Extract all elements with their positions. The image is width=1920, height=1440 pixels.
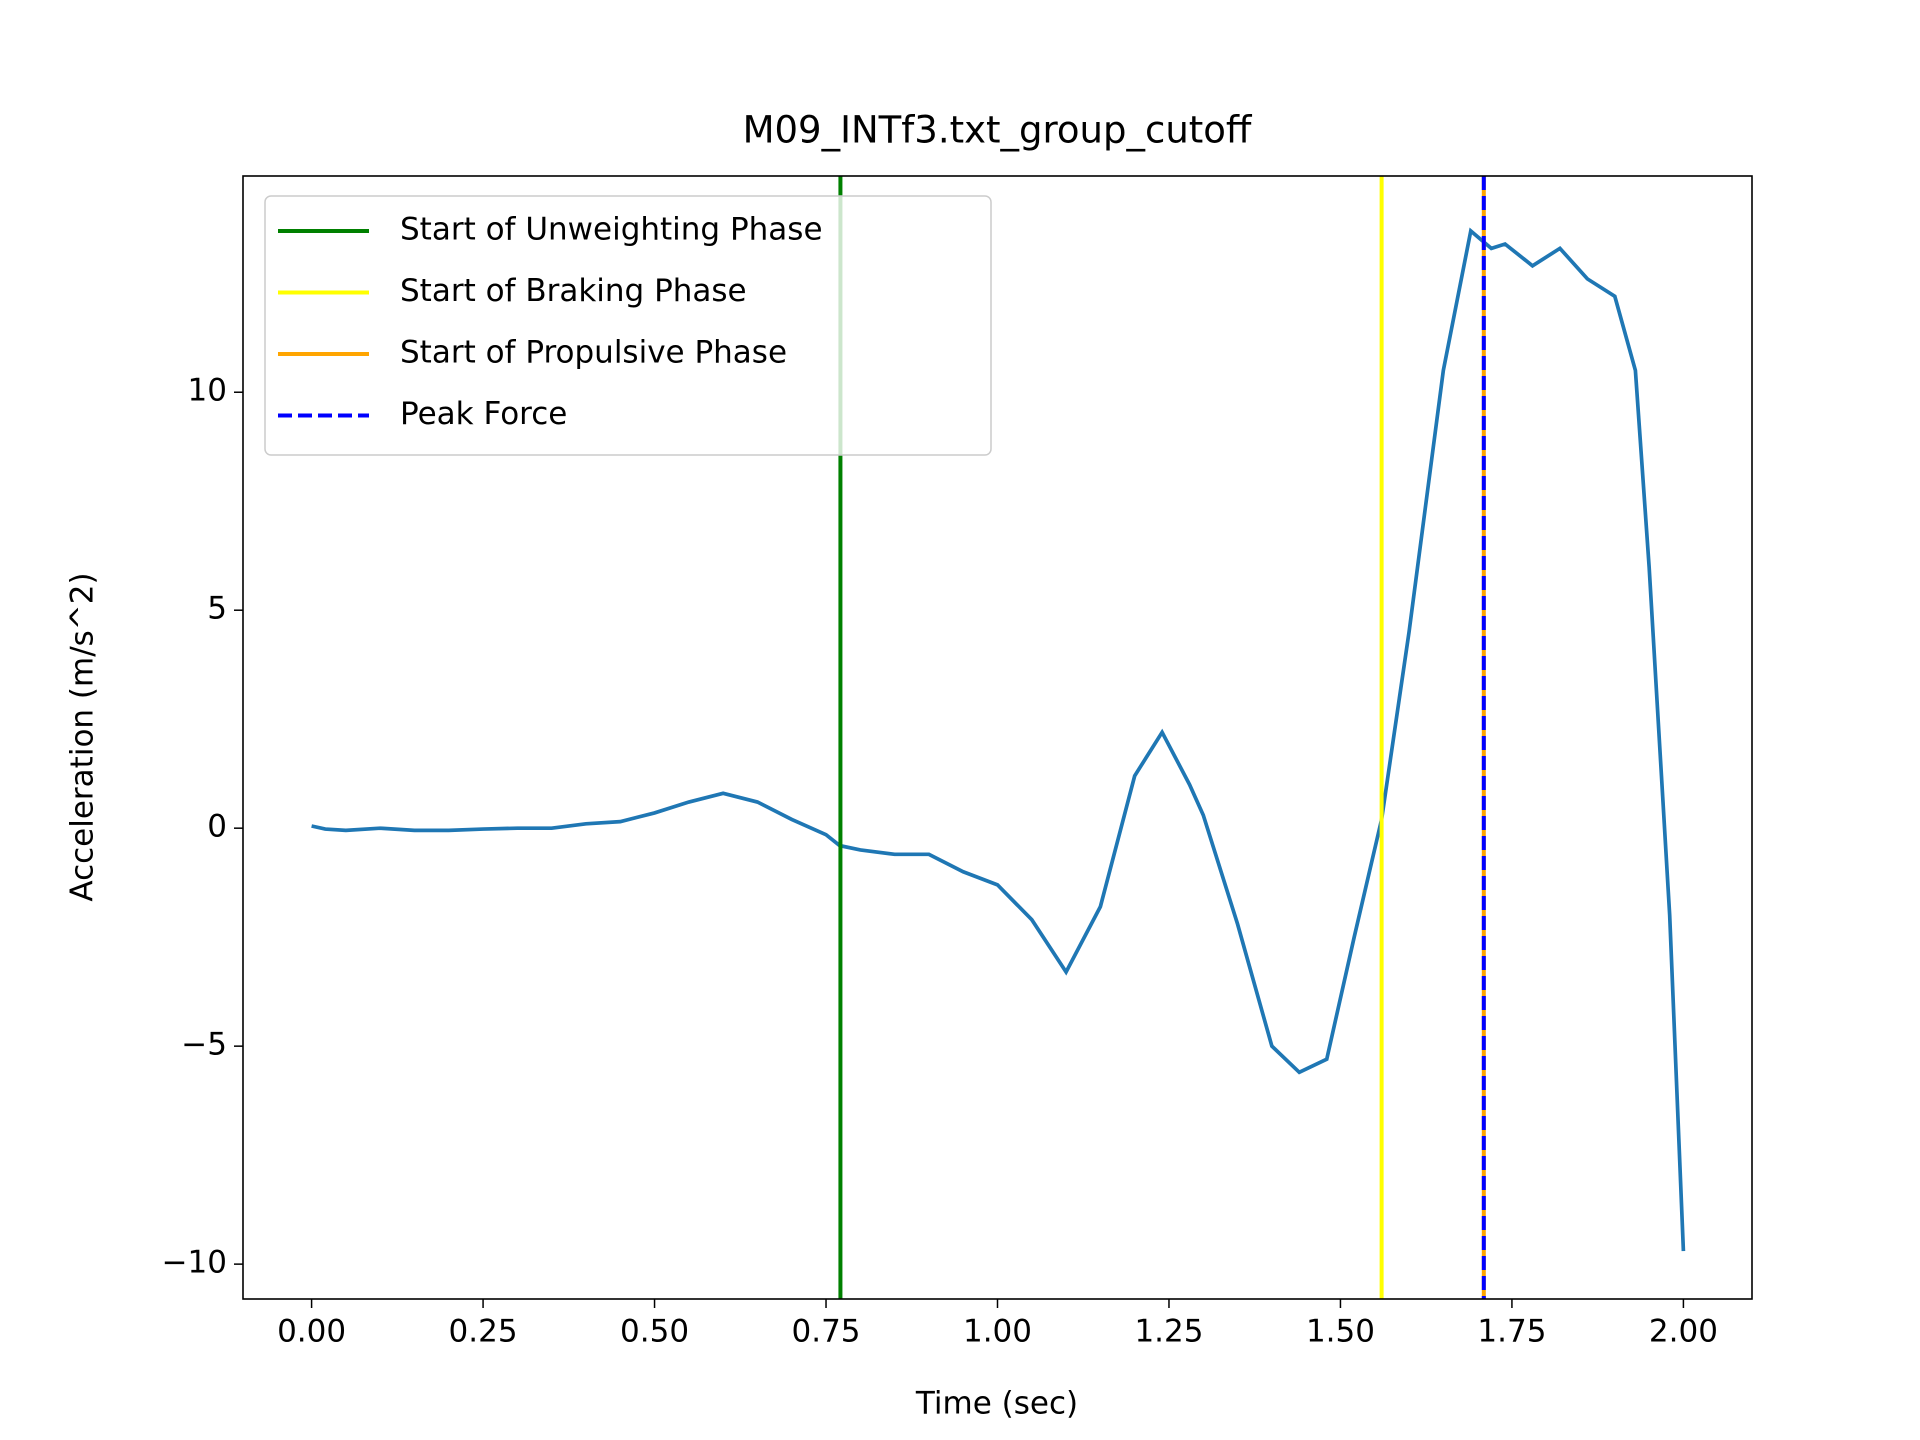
legend-label: Start of Braking Phase [400, 273, 747, 309]
legend-label: Start of Unweighting Phase [400, 212, 823, 248]
x-tick-label: 0.25 [449, 1314, 518, 1350]
x-tick-label: 1.50 [1306, 1314, 1375, 1350]
y-tick-label: 5 [207, 591, 227, 627]
y-tick-label: −10 [162, 1245, 227, 1281]
x-tick-label: 1.00 [963, 1314, 1032, 1350]
legend-box [264, 195, 992, 456]
legend-label: Start of Propulsive Phase [400, 335, 787, 371]
x-tick-label: 0.75 [792, 1314, 861, 1350]
plot-frame [242, 175, 1753, 1300]
data-line [311, 227, 1686, 1252]
y-tick-label: −5 [181, 1027, 227, 1063]
x-tick-label: 2.00 [1649, 1314, 1718, 1350]
y-tick-label: 0 [207, 809, 227, 845]
x-tick-label: 1.75 [1477, 1314, 1546, 1350]
chart-title: M09_INTf3.txt_group_cutoff [743, 109, 1253, 152]
x-tick-label: 0.00 [277, 1314, 346, 1350]
x-tick-label: 0.50 [620, 1314, 689, 1350]
y-axis-label: Acceleration (m/s^2) [65, 572, 101, 901]
y-tick-label: 10 [188, 373, 227, 409]
x-axis-label: Time (sec) [915, 1386, 1078, 1422]
x-tick-label: 1.25 [1134, 1314, 1203, 1350]
legend-label: Peak Force [400, 396, 567, 432]
